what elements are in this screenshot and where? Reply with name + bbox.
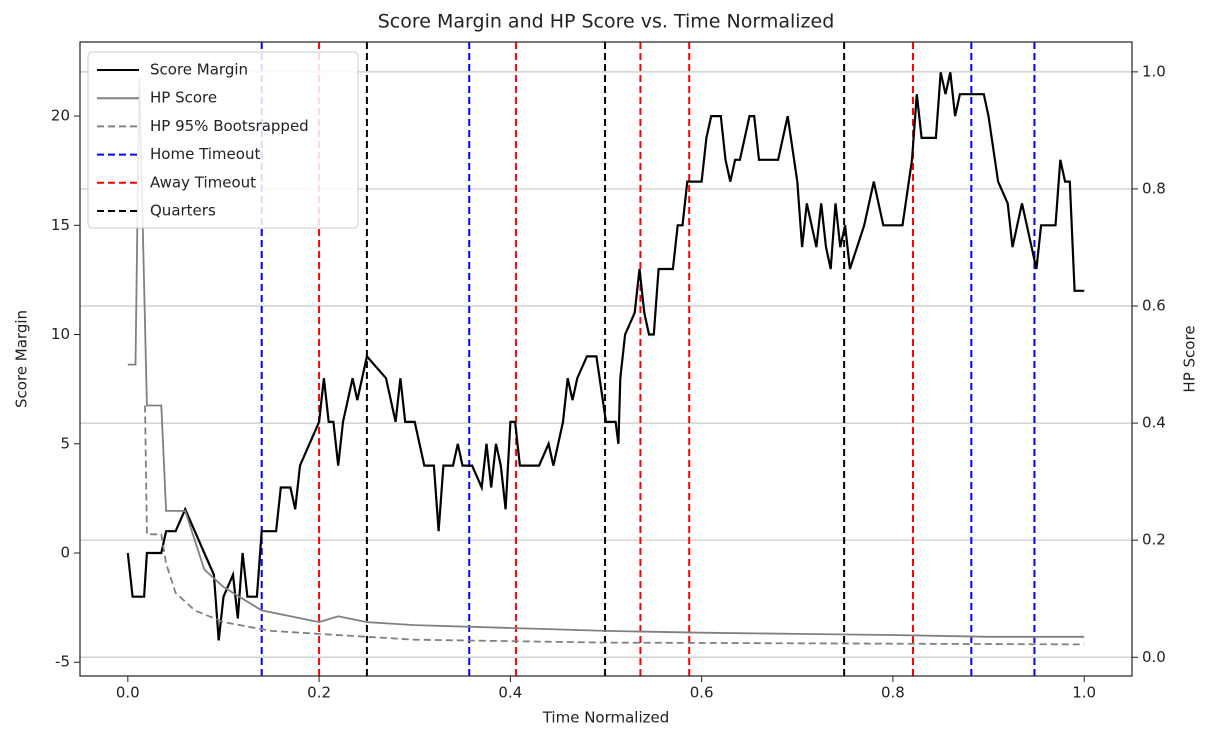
legend-label: Score Margin [150, 61, 248, 79]
y2-tick-label: 0.4 [1142, 414, 1166, 432]
x-tick-label: 0.4 [498, 684, 522, 702]
legend-box [87, 51, 359, 229]
x-tick-label: 0.8 [881, 684, 905, 702]
x-tick-label: 1.0 [1072, 684, 1096, 702]
plot-frame [79, 41, 1133, 677]
y-tick-label: 20 [51, 107, 70, 125]
series-line [126, 72, 1085, 641]
y2-tick-label: 0.2 [1142, 531, 1166, 549]
chart-title: Score Margin and HP Score vs. Time Norma… [378, 11, 835, 33]
y-tick-label: 15 [51, 216, 70, 234]
y-tick-label: 10 [51, 325, 70, 343]
y-tick-label: 5 [60, 434, 70, 452]
series-line [144, 405, 1085, 646]
legend-label: Home Timeout [150, 145, 260, 163]
y-tick-label: 0 [60, 544, 70, 562]
y2-tick-label: 0.6 [1142, 297, 1166, 315]
x-axis-label: Time Normalized [542, 709, 670, 727]
legend-label: HP Score [150, 89, 217, 107]
y-axis-label: Score Margin [13, 310, 31, 408]
y2-tick-label: 0.8 [1142, 179, 1166, 197]
y2-tick-label: 1.0 [1142, 62, 1166, 80]
legend-label: Away Timeout [150, 173, 256, 191]
x-tick-label: 0.6 [690, 684, 714, 702]
y2-tick-label: 0.0 [1142, 648, 1166, 666]
legend-label: Quarters [150, 202, 216, 220]
legend-label: HP 95% Bootsrapped [150, 117, 309, 135]
y2-axis-label: HP Score [1181, 325, 1199, 392]
x-tick-label: 0.2 [307, 684, 331, 702]
legend: Score Margin HP Score HP 95% Bootsrapped Ho… [87, 51, 359, 229]
series-line [127, 77, 1085, 638]
x-tick-label: 0.0 [116, 684, 140, 702]
y-tick-label: -5 [55, 653, 70, 671]
